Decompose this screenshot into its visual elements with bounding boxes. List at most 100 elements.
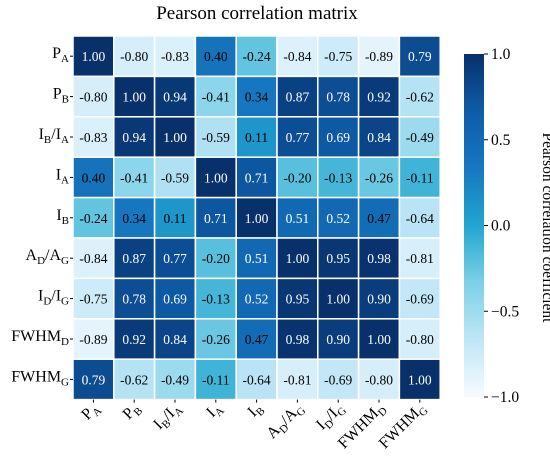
cell-value-label: -0.24 <box>243 49 271 64</box>
cell-value-label: 0.71 <box>204 211 228 226</box>
heatmap-cell <box>276 35 319 78</box>
cell-value-label: 0.92 <box>122 332 146 347</box>
heatmap-cell <box>357 237 401 280</box>
row-tick-label: IB/IA <box>39 126 69 146</box>
heatmap-cell <box>357 75 401 118</box>
cell-value-label: 0.98 <box>286 332 310 347</box>
heatmap-cell <box>317 277 360 320</box>
colorbar-tick-label: 1.0 <box>491 46 511 63</box>
heatmap-cell <box>317 358 360 401</box>
cell-value-label: 0.51 <box>286 211 310 226</box>
heatmap-cell <box>153 75 197 118</box>
cell-value-label: 0.87 <box>286 90 310 105</box>
cell-value-label: -0.13 <box>202 292 230 307</box>
row-tick-label: IA <box>56 166 69 186</box>
cell-value-label: 1.00 <box>286 251 310 266</box>
column-tick-label: ID/IG <box>313 399 349 435</box>
cell-value-label: -0.64 <box>243 372 271 387</box>
cell-value-label: 1.00 <box>367 332 391 347</box>
cell-value-label: 0.52 <box>245 292 269 307</box>
cell-value-label: 0.77 <box>286 130 310 145</box>
heatmap-cell <box>235 318 278 360</box>
column-tick-label: FWHMG <box>376 399 431 454</box>
heatmap-cell <box>235 358 278 401</box>
cell-value-label: -0.89 <box>79 332 107 347</box>
heatmap-cell <box>398 318 441 360</box>
cell-value-label: -0.80 <box>120 49 148 64</box>
heatmap-cell <box>72 237 115 280</box>
cell-value-label: -0.69 <box>406 292 434 307</box>
cell-value-label: 0.79 <box>408 49 432 64</box>
row-tick-label: AD/AG <box>26 247 70 267</box>
cell-value-label: -0.83 <box>79 130 107 145</box>
heatmap-cell <box>194 116 237 158</box>
column-tick-label: IB/IA <box>150 399 186 435</box>
cell-value-label: 0.95 <box>326 251 350 266</box>
heatmap-cell <box>398 196 441 239</box>
cell-value-label: -0.62 <box>120 372 148 387</box>
heatmap-cell <box>317 75 360 118</box>
cell-value-label: -0.20 <box>202 251 230 266</box>
heatmap-cell <box>235 75 278 118</box>
cell-value-label: -0.80 <box>406 332 434 347</box>
row-tick-label: FWHMD <box>11 328 69 348</box>
heatmap-cell <box>357 35 401 78</box>
cell-value-label: -0.62 <box>406 90 434 105</box>
heatmap-cell <box>276 358 319 401</box>
heatmap-cell <box>235 116 278 158</box>
heatmap-cell <box>398 116 441 158</box>
cell-value-label: 0.47 <box>245 332 269 347</box>
cell-value-label: 0.79 <box>82 372 106 387</box>
heatmap-cell <box>153 358 197 401</box>
cell-value-label: 1.00 <box>163 130 187 145</box>
heatmap-cell <box>153 237 197 280</box>
cell-value-label: 0.11 <box>163 211 186 226</box>
heatmap-cell <box>276 318 319 360</box>
cell-value-label: 0.47 <box>367 211 391 226</box>
heatmap-cells: 1.00 -0.80 -0.83 0.40 -0.24 -0.84 -0.75 -0.89 0.… <box>72 35 441 401</box>
colorbar-label: Pearson correlation coefficient <box>539 133 550 324</box>
cell-value-label: -0.41 <box>120 170 148 185</box>
colorbar-tick-label: 0.0 <box>491 218 511 235</box>
cell-value-label: -0.26 <box>202 332 230 347</box>
cell-value-label: -0.24 <box>79 211 107 226</box>
cell-value-label: 0.40 <box>204 49 228 64</box>
heatmap-cell <box>113 277 156 320</box>
cell-value-label: -0.64 <box>406 211 434 226</box>
cell-value-label: 0.90 <box>367 292 391 307</box>
cell-value-label: -0.81 <box>406 251 434 266</box>
cell-value-label: 0.95 <box>286 292 310 307</box>
column-tick-label: IA <box>203 399 227 423</box>
heatmap-cell <box>235 237 278 280</box>
heatmap-cell <box>153 116 197 158</box>
heatmap-cell <box>153 318 197 360</box>
cell-value-label: -0.41 <box>202 90 230 105</box>
row-tick-label: FWHMG <box>11 368 69 388</box>
heatmap-cell <box>276 237 319 280</box>
colorbar: 1.0 0.5 0.0 −0.5 −1.0 Pearson correlation coe… <box>464 46 550 406</box>
cell-value-label: -0.26 <box>365 170 393 185</box>
cell-value-label: 0.90 <box>326 332 350 347</box>
cell-value-label: 0.71 <box>245 170 269 185</box>
cell-value-label: 1.00 <box>204 170 228 185</box>
row-tick-label: PA <box>52 45 69 65</box>
cell-value-label: 0.92 <box>367 90 391 105</box>
cell-value-label: -0.80 <box>79 90 107 105</box>
cell-value-label: 0.69 <box>326 130 350 145</box>
cell-value-label: -0.11 <box>406 170 434 185</box>
row-labels: PA PB IB/IA IA IB AD/AG ID/IG FWHMD FWHMG <box>11 45 73 388</box>
cell-value-label: -0.89 <box>365 49 393 64</box>
cell-value-label: 1.00 <box>122 90 146 105</box>
cell-value-label: 0.78 <box>326 90 350 105</box>
cell-value-label: -0.20 <box>283 170 311 185</box>
column-tick-label: AD/AG <box>263 399 308 444</box>
heatmap-cell <box>398 358 441 401</box>
colorbar-tick-label: −1.0 <box>491 389 519 406</box>
cell-value-label: 0.84 <box>163 332 187 347</box>
heatmap-cell <box>398 156 441 199</box>
cell-value-label: 0.34 <box>245 90 269 105</box>
column-tick-label: PB <box>120 399 146 425</box>
colorbar-tick-label: 0.5 <box>491 132 511 149</box>
heatmap-cell <box>72 116 115 158</box>
